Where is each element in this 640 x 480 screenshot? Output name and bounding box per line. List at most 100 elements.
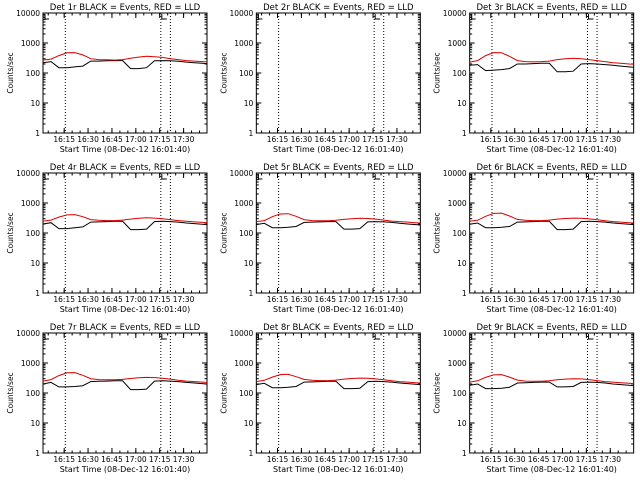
y-tick-label: 10000 [229, 9, 253, 18]
interval-bracket [257, 334, 263, 340]
x-tick-label: 17:30 [386, 295, 408, 304]
y-tick-label: 10 [244, 419, 254, 428]
panel-title: Det 9r BLACK = Events, RED = LLD [476, 323, 627, 333]
x-tick-label: 16:30 [77, 295, 99, 304]
y-tick-label: 10000 [16, 169, 40, 178]
series-line-lld [42, 372, 208, 383]
series-line-events [42, 380, 208, 391]
interval-bracket [471, 174, 476, 180]
plot-frame [255, 332, 421, 454]
panel-det-9: Det 9r BLACK = Events, RED = LLD 1 10 100 10… [433, 323, 635, 474]
x-tick-label: 16:30 [504, 135, 526, 144]
y-axis-label: Counts/sec [6, 212, 15, 253]
x-tick-label: 17:30 [599, 455, 621, 464]
x-tick-label: 17:15 [149, 295, 171, 304]
x-tick-label: 16:45 [314, 135, 336, 144]
x-tick-label: 17:15 [576, 135, 598, 144]
y-tick-label: 10 [30, 259, 40, 268]
x-tick-label: 16:15 [267, 135, 289, 144]
y-tick-label: 100 [452, 389, 467, 398]
x-tick-label: 17:00 [125, 455, 147, 464]
interval-bracket [44, 14, 49, 20]
x-tick-label: 17:00 [338, 135, 360, 144]
y-axis-label: Counts/sec [433, 372, 442, 413]
y-tick-label: 1 [35, 449, 40, 458]
series-line-lld [256, 213, 421, 224]
x-tick-label: 16:30 [504, 295, 526, 304]
y-tick-label: 1000 [234, 359, 253, 368]
plot-frame [42, 172, 208, 294]
interval-bracket [257, 174, 263, 180]
x-axis-label: Start Time (08-Dec-12 16:01:40) [486, 465, 617, 474]
interval-bracket [161, 14, 167, 20]
x-tick-label: 17:00 [338, 455, 360, 464]
x-tick-label: 16:30 [291, 135, 313, 144]
x-tick-label: 16:15 [480, 455, 502, 464]
interval-bracket [587, 174, 594, 180]
x-tick-label: 16:30 [77, 135, 99, 144]
y-tick-label: 1000 [21, 39, 40, 48]
y-tick-label: 100 [239, 389, 254, 398]
panel-title: Det 5r BLACK = Events, RED = LLD [263, 163, 414, 173]
y-tick-label: 1000 [234, 199, 253, 208]
panel-det-6: Det 6r BLACK = Events, RED = LLD 1 10 100 10… [433, 163, 635, 314]
y-tick-label: 10000 [229, 169, 253, 178]
x-tick-label: 16:15 [480, 295, 502, 304]
x-tick-label: 16:15 [53, 455, 75, 464]
x-tick-label: 16:30 [77, 455, 99, 464]
x-tick-label: 17:15 [362, 455, 384, 464]
x-tick-label: 16:45 [528, 135, 550, 144]
y-tick-label: 10 [244, 259, 254, 268]
x-tick-label: 17:15 [149, 135, 171, 144]
y-tick-label: 1000 [448, 359, 467, 368]
plot-frame [469, 172, 635, 294]
x-tick-label: 16:15 [267, 455, 289, 464]
y-tick-label: 100 [239, 229, 254, 238]
x-axis-label: Start Time (08-Dec-12 16:01:40) [60, 145, 191, 154]
plot-frame [42, 12, 208, 134]
interval-bracket [257, 14, 263, 20]
panel-title: Det 2r BLACK = Events, RED = LLD [263, 3, 414, 13]
series-line-events [469, 220, 634, 231]
series-line-lld [469, 52, 634, 65]
panel-title: Det 3r BLACK = Events, RED = LLD [476, 3, 627, 13]
series-line-lld [256, 373, 421, 384]
plot-frame [255, 172, 421, 294]
y-tick-label: 100 [26, 69, 41, 78]
y-tick-label: 1 [35, 289, 40, 298]
x-tick-label: 17:30 [599, 295, 621, 304]
interval-bracket [374, 174, 381, 180]
panel-title: Det 7r BLACK = Events, RED = LLD [50, 323, 201, 333]
y-tick-label: 10 [30, 99, 40, 108]
y-tick-label: 10 [244, 99, 254, 108]
y-tick-label: 10000 [16, 329, 40, 338]
x-tick-label: 16:15 [267, 295, 289, 304]
y-tick-label: 100 [452, 229, 467, 238]
y-tick-label: 100 [26, 389, 41, 398]
series-line-events [42, 220, 208, 231]
x-tick-label: 17:30 [386, 455, 408, 464]
x-tick-label: 16:30 [504, 455, 526, 464]
y-tick-label: 100 [452, 69, 467, 78]
interval-bracket [161, 174, 167, 180]
y-tick-label: 10 [457, 419, 467, 428]
x-tick-label: 16:45 [528, 455, 550, 464]
x-axis-label: Start Time (08-Dec-12 16:01:40) [60, 465, 191, 474]
y-tick-label: 100 [26, 229, 41, 238]
y-tick-label: 1000 [448, 39, 467, 48]
panel-title: Det 6r BLACK = Events, RED = LLD [476, 163, 627, 173]
x-tick-label: 16:15 [53, 295, 75, 304]
y-tick-label: 10000 [229, 329, 253, 338]
x-tick-label: 16:15 [480, 135, 502, 144]
y-tick-label: 1000 [234, 39, 253, 48]
interval-bracket [374, 334, 381, 340]
x-tick-label: 17:15 [362, 135, 384, 144]
panel-det-3: Det 3r BLACK = Events, RED = LLD 1 10 100 10… [433, 3, 635, 154]
x-tick-label: 17:15 [576, 295, 598, 304]
series-line-lld [42, 52, 208, 63]
y-axis-label: Counts/sec [433, 52, 442, 93]
x-tick-label: 17:30 [173, 135, 195, 144]
x-tick-label: 17:15 [362, 295, 384, 304]
plot-frame [42, 332, 208, 454]
